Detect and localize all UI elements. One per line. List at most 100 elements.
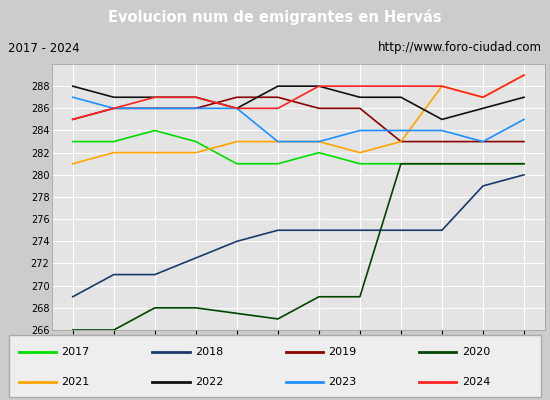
Line: 2020: 2020 (73, 164, 524, 330)
2017 (274, 161, 281, 166)
2021 (398, 139, 404, 144)
Text: 2022: 2022 (195, 377, 223, 387)
2024 (398, 84, 404, 88)
2020 (111, 328, 117, 332)
2022 (234, 106, 240, 111)
FancyBboxPatch shape (9, 335, 541, 397)
2018 (356, 228, 363, 233)
2024 (151, 95, 158, 100)
2023 (480, 139, 486, 144)
2023 (234, 106, 240, 111)
2017 (316, 150, 322, 155)
2022 (274, 84, 281, 88)
2023 (151, 106, 158, 111)
2020 (521, 161, 527, 166)
2021 (356, 150, 363, 155)
2022 (521, 95, 527, 100)
2018 (521, 172, 527, 177)
2021 (192, 150, 199, 155)
2018 (439, 228, 446, 233)
Text: http://www.foro-ciudad.com: http://www.foro-ciudad.com (378, 42, 542, 54)
2019 (398, 139, 404, 144)
2021 (316, 139, 322, 144)
2019 (151, 106, 158, 111)
Line: 2018: 2018 (73, 175, 524, 297)
2022 (356, 95, 363, 100)
Line: 2024: 2024 (73, 75, 524, 120)
2017 (234, 161, 240, 166)
2024 (439, 84, 446, 88)
2020 (151, 306, 158, 310)
2022 (111, 95, 117, 100)
Line: 2017: 2017 (73, 130, 524, 164)
2023 (316, 139, 322, 144)
2018 (480, 184, 486, 188)
2023 (398, 128, 404, 133)
2021 (480, 95, 486, 100)
2024 (111, 106, 117, 111)
2021 (234, 139, 240, 144)
2017 (69, 139, 76, 144)
2024 (521, 73, 527, 78)
2024 (69, 117, 76, 122)
2020 (439, 161, 446, 166)
2020 (480, 161, 486, 166)
2020 (192, 306, 199, 310)
2022 (151, 95, 158, 100)
2022 (69, 84, 76, 88)
Text: 2017: 2017 (62, 347, 90, 357)
2024 (480, 95, 486, 100)
2020 (274, 316, 281, 321)
2022 (439, 117, 446, 122)
2021 (69, 161, 76, 166)
2021 (111, 150, 117, 155)
2023 (111, 106, 117, 111)
Line: 2023: 2023 (73, 97, 524, 142)
Line: 2019: 2019 (73, 97, 524, 142)
2021 (274, 139, 281, 144)
2018 (316, 228, 322, 233)
Line: 2021: 2021 (73, 75, 524, 164)
2019 (439, 139, 446, 144)
2019 (234, 95, 240, 100)
2019 (111, 106, 117, 111)
Line: 2022: 2022 (73, 86, 524, 120)
2019 (356, 106, 363, 111)
2017 (192, 139, 199, 144)
2023 (192, 106, 199, 111)
2017 (151, 128, 158, 133)
2022 (480, 106, 486, 111)
2018 (69, 294, 76, 299)
2022 (192, 95, 199, 100)
2024 (316, 84, 322, 88)
2021 (521, 73, 527, 78)
2023 (439, 128, 446, 133)
Text: 2019: 2019 (328, 347, 356, 357)
2020 (234, 311, 240, 316)
2017 (356, 161, 363, 166)
2017 (521, 161, 527, 166)
2021 (151, 150, 158, 155)
Text: Evolucion num de emigrantes en Hervás: Evolucion num de emigrantes en Hervás (108, 9, 442, 25)
2018 (274, 228, 281, 233)
Text: 2023: 2023 (328, 377, 356, 387)
2023 (69, 95, 76, 100)
2023 (274, 139, 281, 144)
Text: 2024: 2024 (461, 377, 490, 387)
Text: 2018: 2018 (195, 347, 223, 357)
2024 (192, 95, 199, 100)
2021 (439, 84, 446, 88)
2019 (192, 106, 199, 111)
2017 (439, 161, 446, 166)
Text: 2021: 2021 (62, 377, 90, 387)
2022 (316, 84, 322, 88)
2024 (234, 106, 240, 111)
Text: 2020: 2020 (461, 347, 490, 357)
2018 (234, 239, 240, 244)
2018 (192, 256, 199, 260)
2020 (398, 161, 404, 166)
2018 (111, 272, 117, 277)
2017 (398, 161, 404, 166)
2024 (274, 106, 281, 111)
2022 (398, 95, 404, 100)
